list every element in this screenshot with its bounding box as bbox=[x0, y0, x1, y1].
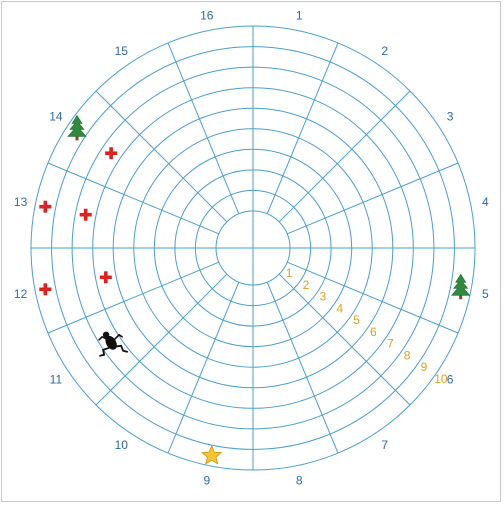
ring-label-8: 8 bbox=[404, 348, 411, 362]
sector-label-7: 7 bbox=[381, 438, 388, 452]
ring-label-2: 2 bbox=[303, 278, 310, 292]
sector-label-8: 8 bbox=[296, 473, 303, 487]
sector-label-9: 9 bbox=[203, 473, 210, 487]
spoke-9 bbox=[167, 282, 240, 454]
spoke-10 bbox=[95, 273, 228, 406]
sector-label-10: 10 bbox=[115, 438, 129, 452]
spoke-15 bbox=[167, 42, 240, 214]
spoke-7 bbox=[266, 282, 339, 454]
spoke-1 bbox=[266, 42, 339, 214]
ring-label-3: 3 bbox=[319, 290, 326, 304]
red-cross-icon[interactable] bbox=[39, 283, 52, 296]
spoke-6 bbox=[278, 273, 411, 406]
spoke-11 bbox=[47, 261, 219, 334]
red-cross-icon[interactable] bbox=[79, 208, 92, 221]
sector-label-1: 1 bbox=[296, 9, 303, 23]
ring-label-10: 10 bbox=[434, 372, 448, 386]
red-cross-icon[interactable] bbox=[99, 271, 112, 284]
red-cross-icon[interactable] bbox=[105, 147, 118, 160]
tree-icon[interactable] bbox=[67, 114, 87, 141]
ring-label-4: 4 bbox=[336, 301, 343, 315]
sector-label-2: 2 bbox=[381, 44, 388, 58]
sector-label-15: 15 bbox=[115, 44, 129, 58]
sector-label-5: 5 bbox=[482, 287, 489, 301]
sector-label-3: 3 bbox=[447, 109, 454, 123]
ring-label-9: 9 bbox=[421, 360, 428, 374]
sector-label-14: 14 bbox=[49, 109, 63, 123]
sector-label-11: 11 bbox=[50, 373, 63, 387]
spoke-14 bbox=[95, 90, 228, 223]
sector-label-13: 13 bbox=[14, 195, 28, 209]
board-pieces[interactable] bbox=[39, 114, 471, 465]
ring-label-1: 1 bbox=[286, 266, 293, 280]
sector-label-12: 12 bbox=[14, 287, 28, 301]
ring-label-5: 5 bbox=[353, 313, 360, 327]
frog-icon[interactable] bbox=[98, 331, 128, 357]
sector-label-6: 6 bbox=[447, 373, 454, 387]
star-icon[interactable] bbox=[201, 444, 223, 465]
ring-label-6: 6 bbox=[370, 325, 377, 339]
sector-label-16: 16 bbox=[200, 9, 214, 23]
tree-icon[interactable] bbox=[451, 273, 471, 300]
spoke-5 bbox=[287, 261, 459, 334]
red-cross-icon[interactable] bbox=[39, 200, 52, 213]
spoke-3 bbox=[287, 162, 459, 235]
spoke-2 bbox=[278, 90, 411, 223]
spoke-13 bbox=[47, 162, 219, 235]
ring-label-7: 7 bbox=[387, 337, 394, 351]
sector-label-4: 4 bbox=[482, 195, 489, 209]
sector-spokes bbox=[31, 26, 475, 470]
